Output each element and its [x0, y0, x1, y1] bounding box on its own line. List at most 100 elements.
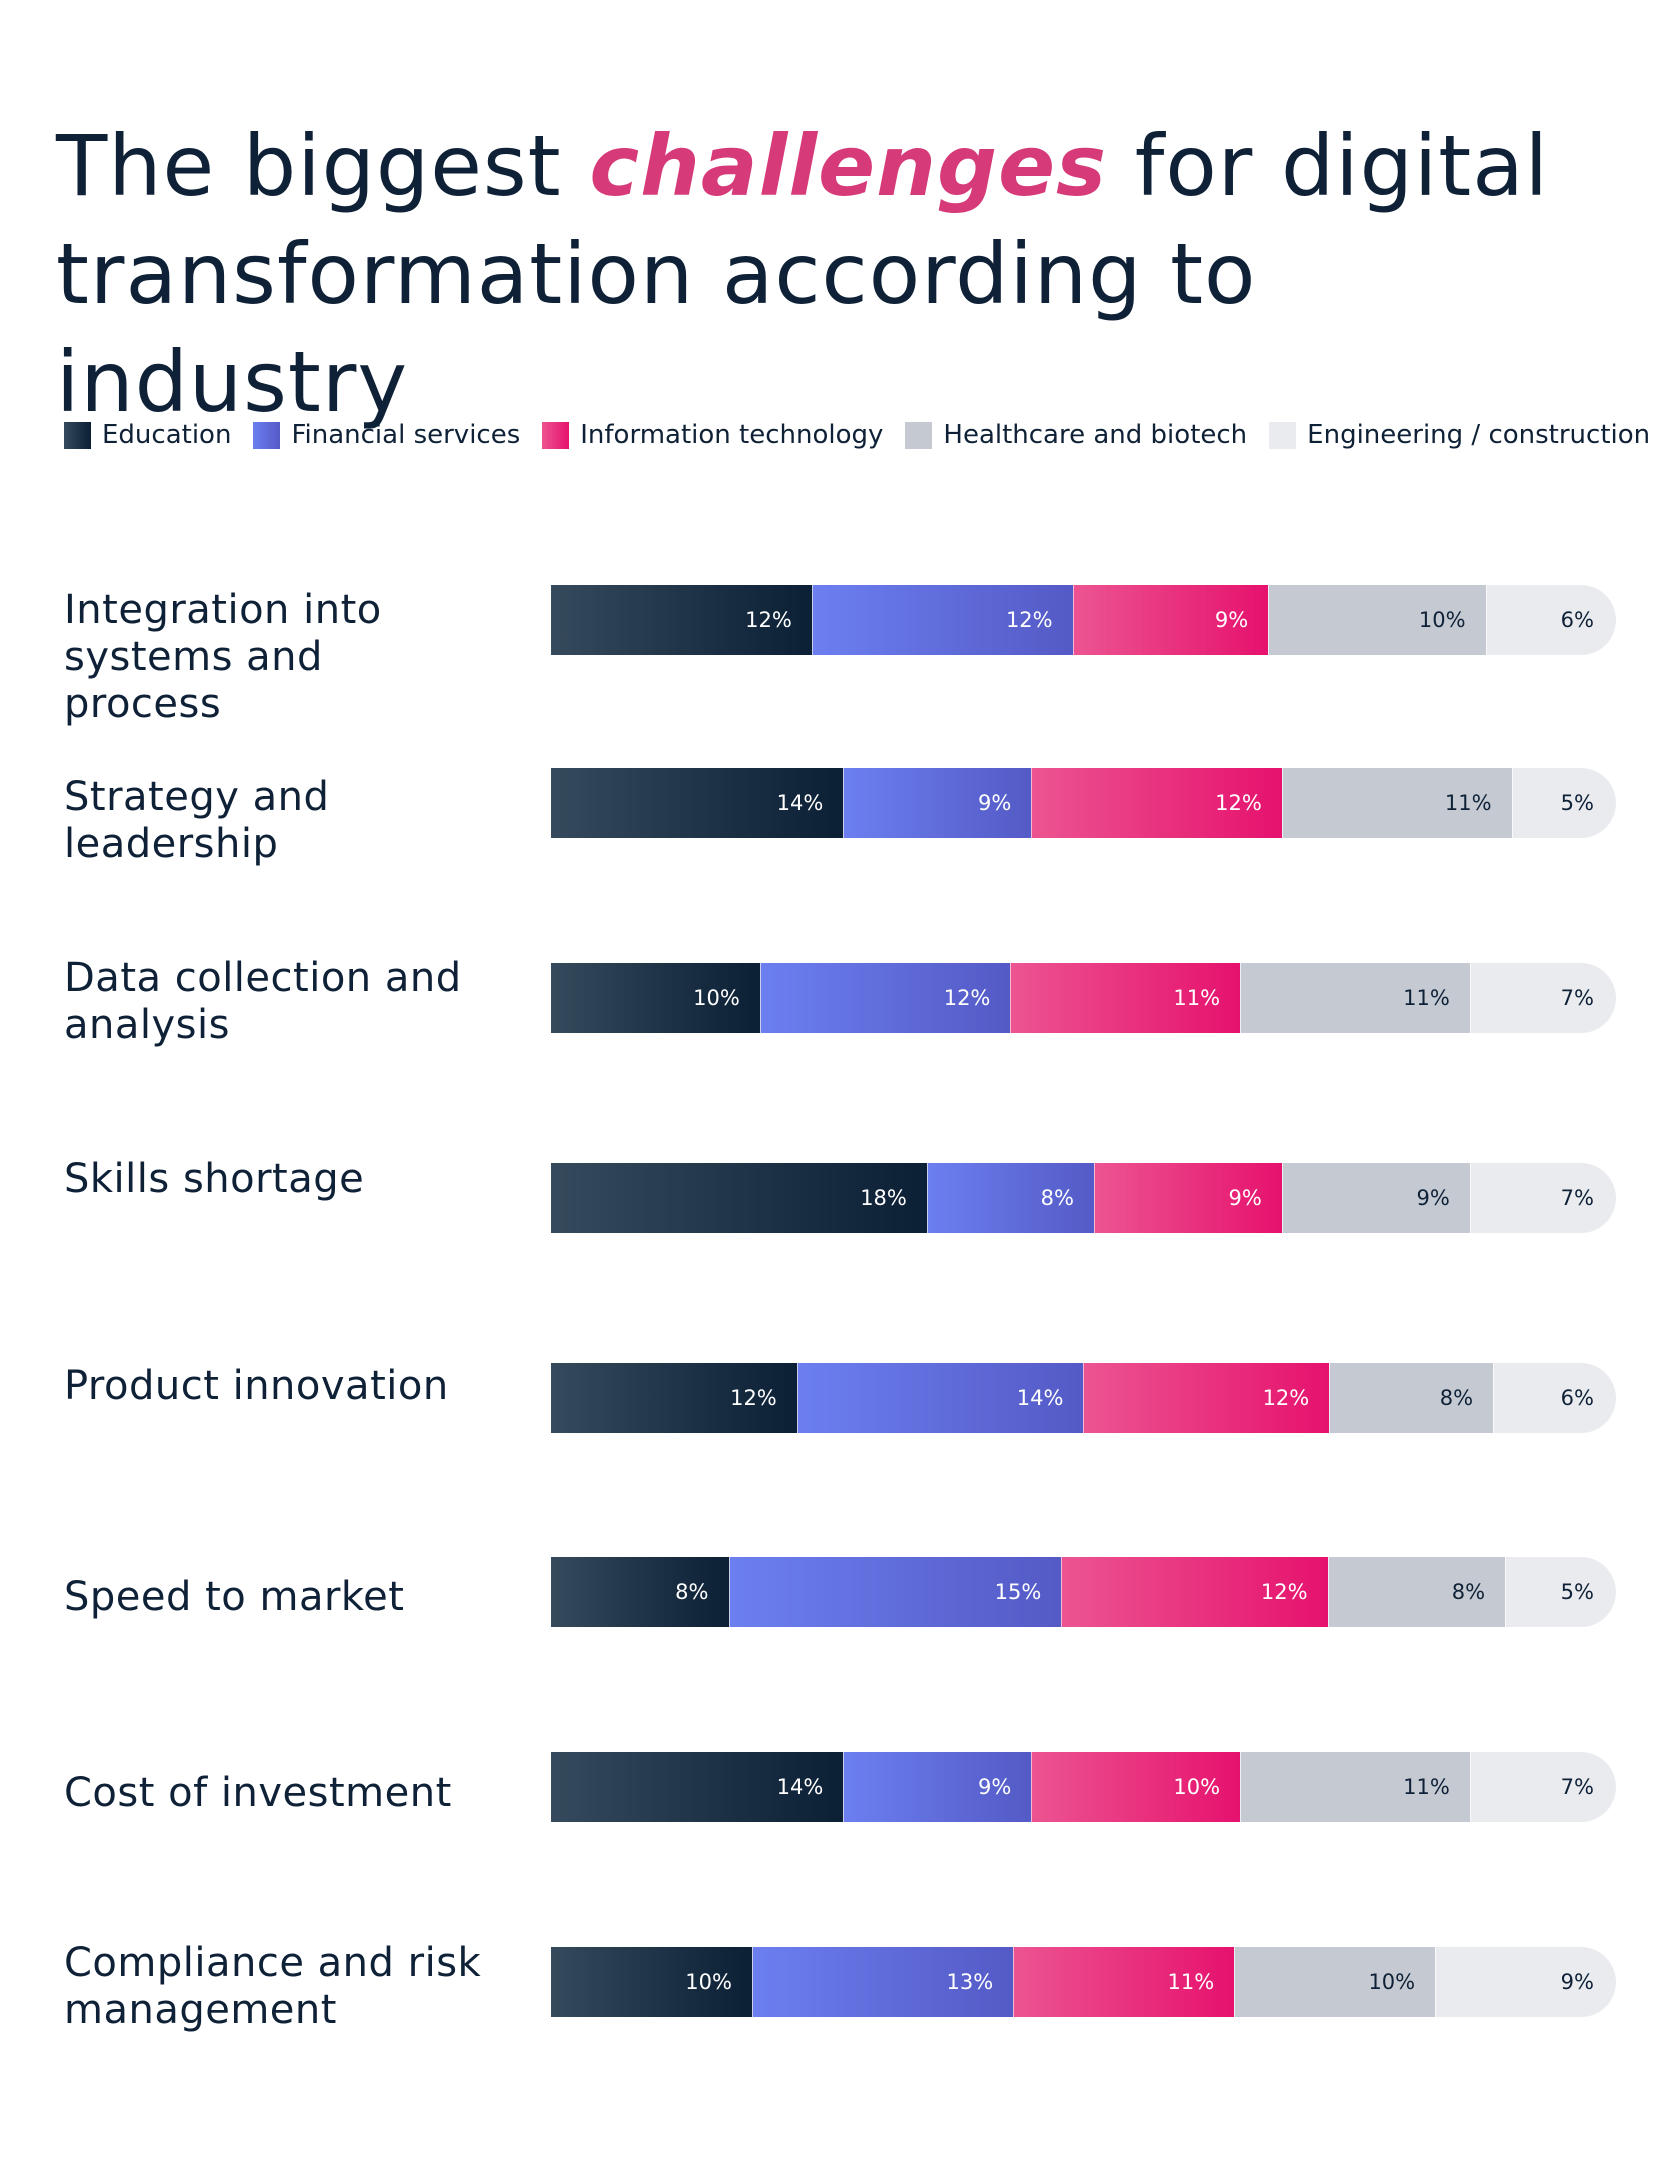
- legend-label: Education: [102, 420, 232, 450]
- category-label: Compliance and risk management: [64, 1940, 482, 2033]
- data-label: 9%: [1214, 608, 1249, 632]
- bar-segment-financial-services: 9%: [843, 768, 1032, 838]
- bar-row: 12% 14% 12% 8% 6%: [551, 1363, 1616, 1433]
- bar-segment-healthcare: 8%: [1329, 1363, 1494, 1433]
- bar-segment-information-technology: 12%: [1061, 1557, 1328, 1627]
- bar-row: 12% 12% 9% 10% 6%: [551, 585, 1616, 655]
- legend-swatch-financial-services: [253, 421, 281, 449]
- legend-item-healthcare: Healthcare and biotech: [905, 420, 1247, 450]
- legend-label: Engineering / construction: [1307, 420, 1651, 450]
- data-label: 12%: [1215, 791, 1262, 815]
- bar-row: 8% 15% 12% 8% 5%: [551, 1557, 1616, 1627]
- bar-segment-engineering: 7%: [1469, 1163, 1616, 1233]
- data-label: 6%: [1560, 1386, 1594, 1410]
- bar-segment-financial-services: 8%: [926, 1163, 1094, 1233]
- bar-segment-information-technology: 12%: [1031, 768, 1282, 838]
- bar-segment-financial-services: 9%: [843, 1752, 1032, 1822]
- legend-swatch-engineering: [1269, 421, 1297, 449]
- bar-segment-engineering: 7%: [1469, 963, 1616, 1033]
- data-label: 15%: [994, 1580, 1042, 1604]
- bar-segment-healthcare: 11%: [1240, 963, 1470, 1033]
- data-label: 11%: [1167, 1970, 1215, 1994]
- bar-segment-financial-services: 13%: [751, 1947, 1014, 2017]
- bar-segment-information-technology: 11%: [1013, 1947, 1235, 2017]
- data-label: 11%: [1403, 986, 1450, 1010]
- chart-title: The biggest challenges for digital trans…: [56, 112, 1616, 436]
- data-label: 10%: [1368, 1970, 1416, 1994]
- data-label: 5%: [1560, 1580, 1594, 1604]
- bar-segment-financial-services: 12%: [811, 585, 1073, 655]
- legend-label: Information technology: [580, 420, 884, 450]
- bar-segment-education: 18%: [551, 1163, 927, 1233]
- data-label: 12%: [943, 986, 991, 1010]
- data-label: 7%: [1560, 986, 1594, 1010]
- bar-segment-education: 10%: [551, 1947, 752, 2017]
- bar-segment-engineering: 7%: [1469, 1752, 1616, 1822]
- legend-label: Financial services: [291, 420, 521, 450]
- data-label: 9%: [1560, 1970, 1594, 1994]
- title-suffix: for digital transformation according to …: [56, 117, 1550, 431]
- bar-segment-healthcare: 11%: [1240, 1752, 1470, 1822]
- category-label: Cost of investment: [64, 1770, 452, 1816]
- data-label: 13%: [946, 1970, 994, 1994]
- bar-segment-healthcare: 8%: [1327, 1557, 1506, 1627]
- bar-segment-education: 12%: [551, 585, 812, 655]
- data-label: 12%: [1260, 1580, 1308, 1604]
- bar-segment-information-technology: 11%: [1010, 963, 1241, 1033]
- legend-label: Healthcare and biotech: [943, 420, 1248, 450]
- bar-segment-engineering: 9%: [1435, 1947, 1616, 2017]
- bar-segment-financial-services: 14%: [796, 1363, 1084, 1433]
- data-label: 8%: [1439, 1386, 1474, 1410]
- data-label: 8%: [675, 1580, 709, 1604]
- bar-segment-healthcare: 11%: [1281, 768, 1512, 838]
- bar-segment-education: 14%: [551, 1752, 844, 1822]
- data-label: 12%: [730, 1386, 777, 1410]
- data-label: 11%: [1403, 1775, 1450, 1799]
- title-prefix: The biggest: [56, 117, 590, 215]
- bar-row: 18% 8% 9% 9% 7%: [551, 1163, 1616, 1233]
- data-label: 9%: [1416, 1186, 1450, 1210]
- data-label: 9%: [977, 1775, 1012, 1799]
- legend-swatch-information-technology: [542, 421, 570, 449]
- data-label: 10%: [1418, 608, 1466, 632]
- bar-row: 10% 13% 11% 10% 9%: [551, 1947, 1616, 2017]
- legend-item-information-technology: Information technology: [542, 420, 883, 450]
- data-label: 12%: [1005, 608, 1053, 632]
- category-label: Skills shortage: [64, 1156, 365, 1202]
- bar-segment-information-technology: 12%: [1083, 1363, 1330, 1433]
- data-label: 10%: [685, 1970, 732, 1994]
- data-label: 11%: [1444, 791, 1492, 815]
- bar-segment-financial-services: 15%: [728, 1557, 1062, 1627]
- legend-item-financial-services: Financial services: [253, 420, 520, 450]
- category-label: Data collection and analysis: [64, 955, 462, 1048]
- bar-segment-financial-services: 12%: [759, 963, 1011, 1033]
- bar-row: 14% 9% 10% 11% 7%: [551, 1752, 1616, 1822]
- data-label: 10%: [1173, 1775, 1221, 1799]
- legend-item-education: Education: [64, 420, 231, 450]
- legend: Education Financial services Information…: [64, 420, 1668, 450]
- category-label: Product innovation: [64, 1363, 449, 1409]
- bar-segment-healthcare: 10%: [1234, 1947, 1436, 2017]
- category-label: Integration into systems and process: [64, 587, 382, 727]
- bar-segment-engineering: 5%: [1511, 768, 1616, 838]
- category-label: Strategy and leadership: [64, 774, 330, 867]
- bar-segment-education: 10%: [551, 963, 760, 1033]
- data-label: 6%: [1560, 608, 1594, 632]
- bar-segment-engineering: 6%: [1485, 585, 1616, 655]
- bar-segment-information-technology: 9%: [1072, 585, 1269, 655]
- bar-row: 10% 12% 11% 11% 7%: [551, 963, 1616, 1033]
- data-label: 18%: [860, 1186, 907, 1210]
- bar-segment-engineering: 6%: [1493, 1363, 1616, 1433]
- data-label: 5%: [1560, 791, 1594, 815]
- title-accent: challenges: [589, 117, 1108, 215]
- bar-segment-education: 8%: [551, 1557, 729, 1627]
- data-label: 12%: [745, 608, 792, 632]
- bar-row: 14% 9% 12% 11% 5%: [551, 768, 1616, 838]
- data-label: 8%: [1040, 1186, 1074, 1210]
- data-label: 8%: [1451, 1580, 1486, 1604]
- data-label: 14%: [776, 1775, 824, 1799]
- data-label: 9%: [1228, 1186, 1262, 1210]
- bar-segment-education: 14%: [551, 768, 844, 838]
- data-label: 11%: [1173, 986, 1221, 1010]
- legend-item-engineering: Engineering / construction: [1269, 420, 1650, 450]
